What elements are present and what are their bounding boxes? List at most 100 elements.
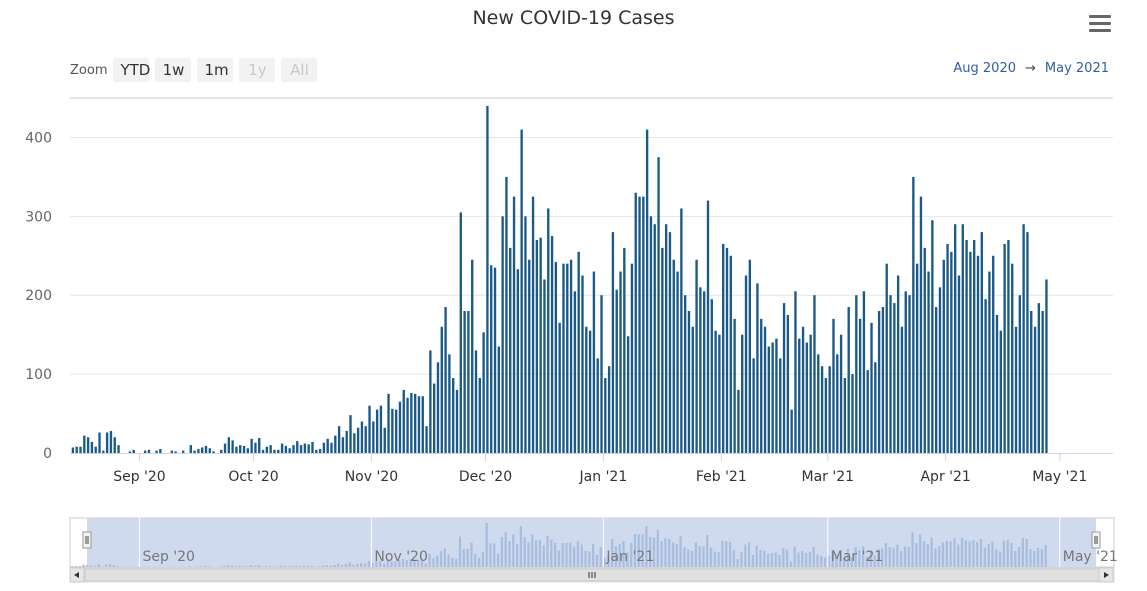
bar <box>227 437 231 453</box>
bar <box>934 307 938 453</box>
bar <box>345 430 348 453</box>
navigator-bar <box>850 557 853 567</box>
navigator-bar <box>671 542 675 567</box>
navigator-bar <box>500 537 504 567</box>
bar <box>117 445 120 453</box>
navigator-bar <box>976 542 979 567</box>
navigator-bar <box>668 539 671 567</box>
bar <box>782 303 786 453</box>
navigator-bar <box>919 534 922 567</box>
bar <box>714 330 717 453</box>
navigator-bar <box>321 565 325 567</box>
navigator-bar <box>656 529 659 567</box>
navigator-bar <box>226 565 230 567</box>
bar <box>817 354 820 453</box>
bar <box>710 299 713 453</box>
navigator-bar <box>854 547 857 567</box>
bar <box>980 232 983 453</box>
navigator-bar <box>983 547 986 567</box>
range-to-input[interactable]: May 2021 <box>1044 61 1109 76</box>
bar <box>786 314 790 453</box>
bar <box>938 287 942 453</box>
bar <box>885 263 888 453</box>
navigator-bar <box>356 563 359 567</box>
navigator-bar <box>291 566 294 567</box>
navigator-bar <box>470 542 473 567</box>
range-arrow-icon: → <box>1025 61 1036 76</box>
navigator-bar <box>721 540 724 567</box>
bar <box>953 224 957 453</box>
navigator-bar <box>481 551 484 567</box>
bar <box>619 271 622 453</box>
navigator-bar <box>455 559 458 567</box>
bar <box>999 330 1002 453</box>
bar <box>893 303 896 453</box>
navigator-bar <box>375 561 378 567</box>
bar <box>421 396 424 453</box>
bar <box>189 445 192 453</box>
navigator-bar <box>245 566 249 567</box>
navigator-bar <box>553 542 557 567</box>
navigator[interactable]: Sep '20 Nov '20 Jan '21 Mar '21 May '21 <box>69 517 1118 583</box>
navigator-bar <box>957 544 960 567</box>
bar <box>722 243 725 453</box>
bar <box>387 393 390 453</box>
navigator-bar <box>200 566 203 567</box>
navigator-bar <box>892 548 895 567</box>
navigator-bar <box>287 566 291 567</box>
bar <box>75 446 78 453</box>
navigator-bar <box>413 559 416 567</box>
navigator-bar <box>234 566 237 567</box>
navigator-bar <box>295 565 298 567</box>
navigator-bar <box>823 557 827 567</box>
bar <box>429 350 432 453</box>
bar <box>143 450 147 453</box>
navigator-bar <box>960 538 964 567</box>
bar <box>900 326 904 453</box>
navigator-bar <box>188 566 192 567</box>
navigator-bar <box>1044 545 1047 567</box>
range-from-input[interactable]: Aug 2020 <box>953 61 1016 76</box>
navigator-bar <box>930 537 933 567</box>
bar <box>71 447 75 453</box>
navigator-bar <box>614 546 618 567</box>
navigator-bar <box>744 544 747 567</box>
navigator-bar <box>565 543 568 567</box>
navigator-bar <box>74 566 78 567</box>
navigator-selected-range <box>87 518 1096 567</box>
zoom-1w-button[interactable]: 1w <box>155 58 192 82</box>
bar <box>296 441 299 453</box>
navigator-bar <box>915 543 918 567</box>
navigator-bar <box>922 541 926 567</box>
bar <box>790 409 793 453</box>
bar <box>261 449 265 453</box>
navigator-bar <box>394 561 397 567</box>
x-tick-label: Nov '20 <box>345 469 398 485</box>
bar <box>600 295 603 453</box>
hamburger-menu-icon[interactable] <box>1089 15 1111 33</box>
navigator-bar <box>911 532 914 567</box>
bar <box>406 397 409 453</box>
bar <box>174 451 177 453</box>
bar <box>98 432 101 453</box>
bar <box>961 224 964 453</box>
bar <box>379 405 383 453</box>
bar <box>436 362 440 453</box>
navigator-bar <box>401 559 405 567</box>
bar <box>851 374 854 453</box>
bar <box>497 346 501 453</box>
navigator-bar <box>687 549 690 567</box>
bar <box>942 259 945 453</box>
bar <box>90 441 94 453</box>
zoom-ytd-button[interactable]: YTD <box>113 58 150 82</box>
bar <box>520 129 523 454</box>
zoom-1m-button[interactable]: 1m <box>197 58 234 82</box>
navigator-bar <box>1002 540 1005 567</box>
navigator-bar <box>991 542 994 567</box>
navigator-bar <box>953 538 956 567</box>
bar <box>303 443 307 453</box>
bar <box>501 216 504 453</box>
bar <box>307 444 310 453</box>
navigator-bar <box>451 557 454 567</box>
